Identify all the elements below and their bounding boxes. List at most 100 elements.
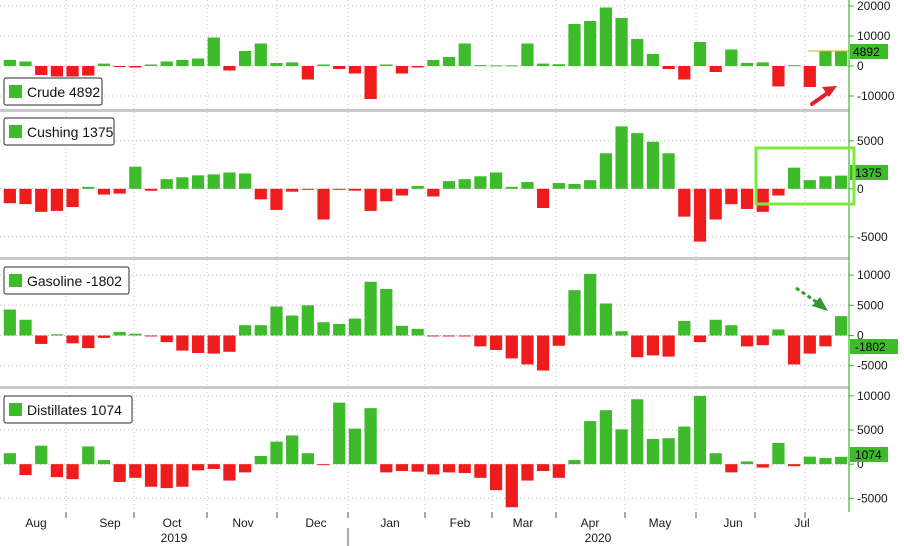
bar-distillates-46 xyxy=(725,464,738,473)
bar-crude-12 xyxy=(191,58,205,66)
y-tick-label: 5000 xyxy=(857,298,884,312)
bar-cushing-0 xyxy=(3,188,16,204)
y-tick-label: 0 xyxy=(857,59,864,73)
legend-cushing-label: Cushing 1375 xyxy=(27,124,114,140)
bar-crude-53 xyxy=(835,51,848,66)
bar-crude-19 xyxy=(301,66,314,80)
bar-crude-29 xyxy=(458,43,471,66)
bar-distillates-15 xyxy=(239,464,252,473)
bar-distillates-13 xyxy=(207,464,220,469)
bar-crude-7 xyxy=(113,66,126,67)
year-label-2020: 2020 xyxy=(585,531,612,545)
bar-gasoline-24 xyxy=(380,288,393,336)
bar-crude-10 xyxy=(160,61,173,66)
y-tick-label: -10000 xyxy=(857,89,895,103)
bar-distillates-37 xyxy=(584,421,597,465)
bar-cushing-14 xyxy=(223,172,236,189)
bar-crude-25 xyxy=(395,66,409,74)
bar-crude-46 xyxy=(725,49,738,66)
bar-gasoline-2 xyxy=(35,335,48,344)
bar-cushing-5 xyxy=(82,186,95,189)
bar-distillates-49 xyxy=(772,442,785,465)
bar-gasoline-30 xyxy=(474,335,487,347)
panel-separator xyxy=(0,386,849,389)
x-tick-label-jul: Jul xyxy=(794,516,809,530)
bar-gasoline-40 xyxy=(631,335,644,358)
bar-distillates-4 xyxy=(66,464,79,480)
bar-distillates-38 xyxy=(599,410,612,465)
bar-gasoline-10 xyxy=(160,335,173,343)
x-tick-label-dec: Dec xyxy=(305,516,326,530)
bar-cushing-20 xyxy=(317,188,330,220)
bar-cushing-4 xyxy=(66,188,79,208)
bar-crude-11 xyxy=(176,60,189,66)
last-value-crude: 4892 xyxy=(808,44,888,59)
bar-cushing-42 xyxy=(662,153,675,189)
bar-gasoline-21 xyxy=(333,324,346,336)
bar-distillates-2 xyxy=(35,445,48,465)
bar-gasoline-31 xyxy=(489,335,503,350)
y-tick-label: 0 xyxy=(857,457,864,471)
legend-gasoline-swatch xyxy=(9,274,22,287)
bar-gasoline-32 xyxy=(505,335,518,359)
bar-distillates-0 xyxy=(3,453,16,465)
bar-gasoline-53 xyxy=(835,316,848,336)
y-tick-label: -5000 xyxy=(857,491,888,505)
bar-gasoline-26 xyxy=(411,328,424,336)
x-tick-label-sep: Sep xyxy=(99,516,121,530)
bar-distillates-33 xyxy=(521,464,534,481)
bar-crude-28 xyxy=(442,57,456,66)
legend-gasoline-label: Gasoline -1802 xyxy=(27,273,122,289)
bar-gasoline-18 xyxy=(286,315,299,336)
last-value-gasoline-text: -1802 xyxy=(855,340,886,354)
bar-distillates-3 xyxy=(50,464,64,478)
bar-gasoline-46 xyxy=(725,325,738,336)
bar-cushing-2 xyxy=(35,188,48,212)
bar-gasoline-7 xyxy=(113,331,126,336)
bar-crude-18 xyxy=(286,62,299,66)
legend-gasoline: Gasoline -1802 xyxy=(3,266,130,295)
bar-crude-37 xyxy=(584,21,597,66)
bar-gasoline-29 xyxy=(458,335,471,337)
legend-cushing-swatch xyxy=(9,125,22,138)
x-tick-label-jan: Jan xyxy=(380,516,399,530)
x-tick-label-mar: Mar xyxy=(513,516,534,530)
gasoline-arrow-annotation xyxy=(795,286,828,311)
bar-gasoline-17 xyxy=(270,306,283,336)
legend-crude-label: Crude 4892 xyxy=(27,84,100,100)
bar-gasoline-33 xyxy=(521,335,534,365)
bar-crude-6 xyxy=(97,63,111,66)
bar-gasoline-27 xyxy=(427,335,440,337)
bar-cushing-7 xyxy=(113,188,126,194)
last-value-crude-box xyxy=(850,44,888,59)
bar-cushing-8 xyxy=(129,166,142,189)
bar-gasoline-28 xyxy=(442,335,456,337)
bar-crude-33 xyxy=(521,43,534,66)
last-value-cushing-box xyxy=(850,165,888,180)
bar-gasoline-12 xyxy=(191,335,205,353)
bar-gasoline-20 xyxy=(317,322,330,336)
bar-gasoline-48 xyxy=(756,335,769,346)
bar-gasoline-45 xyxy=(709,319,722,336)
crude-arrow-annotation xyxy=(810,86,837,106)
bar-distillates-28 xyxy=(442,464,456,473)
bar-crude-32 xyxy=(505,65,518,67)
bar-gasoline-49 xyxy=(772,329,785,336)
bar-gasoline-9 xyxy=(144,335,158,337)
bar-crude-31 xyxy=(489,65,503,67)
bar-gasoline-47 xyxy=(740,335,754,347)
bar-distillates-30 xyxy=(474,464,487,478)
bar-crude-36 xyxy=(568,24,581,66)
bar-crude-44 xyxy=(693,42,707,66)
bar-crude-47 xyxy=(740,63,754,66)
axes-layer: 20000 10000 0 -10000 5000 0 -5000 10000 5000 0 -50… xyxy=(848,0,895,512)
bar-cushing-13 xyxy=(207,174,220,189)
bar-distillates-11 xyxy=(176,464,189,487)
year-label-2019: 2019 xyxy=(161,531,188,545)
last-value-distillates: 1074 xyxy=(850,447,888,462)
bar-distillates-25 xyxy=(395,464,409,471)
last-value-gasoline: -1802 xyxy=(850,339,898,354)
x-tick-label-nov: Nov xyxy=(232,516,253,530)
bar-gasoline-44 xyxy=(693,335,707,343)
bar-crude-50 xyxy=(787,65,801,67)
